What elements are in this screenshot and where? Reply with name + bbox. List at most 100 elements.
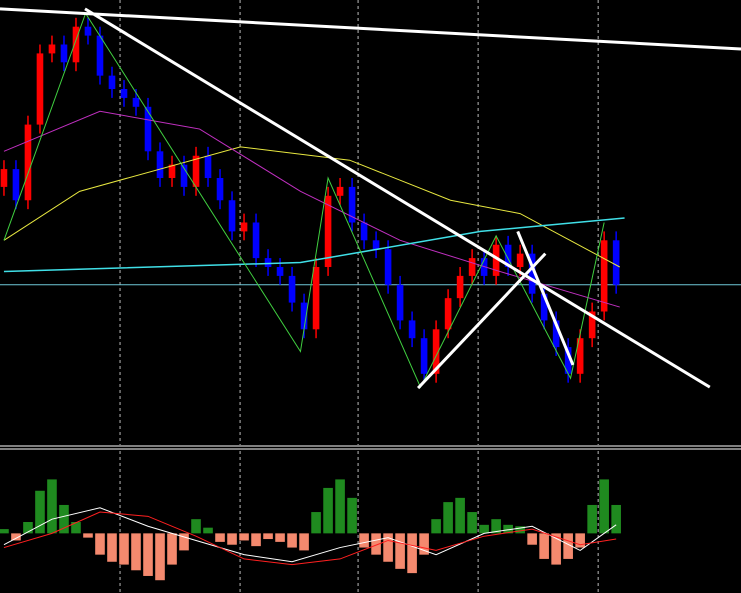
indicator-line <box>3 146 620 268</box>
candle-body <box>156 151 164 178</box>
histogram-bar <box>575 533 585 548</box>
candle-body <box>168 164 176 178</box>
histogram-bar <box>611 504 621 534</box>
candle-body <box>264 258 272 267</box>
candle-body <box>492 244 500 276</box>
candle-body <box>600 240 608 312</box>
candle-body <box>384 249 392 285</box>
candle-body <box>24 124 32 201</box>
candle-body <box>528 253 536 294</box>
candle-body <box>120 89 128 98</box>
histogram-bar <box>227 533 237 545</box>
histogram-bar <box>47 479 57 534</box>
candle-body <box>0 169 8 187</box>
candle-body <box>312 267 320 330</box>
candle-body <box>132 97 140 107</box>
histogram-bar <box>503 524 513 534</box>
candle-body <box>444 298 452 330</box>
histogram-bar <box>251 533 261 547</box>
candle-body <box>372 240 380 250</box>
histogram-bar <box>539 533 549 559</box>
histogram-bar <box>0 529 9 534</box>
candle-body <box>408 320 416 339</box>
candle-body <box>240 222 248 232</box>
candle-body <box>468 258 476 276</box>
candle-body <box>360 222 368 241</box>
histogram-bar <box>11 533 21 541</box>
histogram-bar <box>527 533 537 545</box>
histogram-bar <box>263 533 273 540</box>
candle-body <box>96 35 104 76</box>
histogram-bar <box>275 533 285 542</box>
indicator-line <box>3 217 625 273</box>
histogram-bar <box>323 487 333 534</box>
histogram-bar <box>239 533 249 541</box>
histogram-bar <box>455 497 465 534</box>
candle-body <box>36 53 44 125</box>
histogram-bar <box>551 533 561 565</box>
histogram-bar <box>299 533 309 551</box>
histogram-bar <box>479 524 489 534</box>
histogram-bar <box>59 504 69 534</box>
candle-body <box>540 293 548 321</box>
candle-body <box>612 240 620 285</box>
candle-body <box>72 26 80 63</box>
histogram-bar <box>443 502 453 534</box>
candle-body <box>300 302 308 330</box>
histogram-bar <box>95 533 105 555</box>
histogram-bar <box>119 533 129 565</box>
indicator-line <box>0 7 741 51</box>
histogram-bar <box>179 533 189 551</box>
histogram-bar <box>83 533 93 538</box>
candle-body <box>276 267 284 276</box>
histogram-bar <box>155 533 165 581</box>
histogram-bar <box>71 522 81 534</box>
histogram-bar <box>335 479 345 534</box>
histogram-bar <box>491 519 501 534</box>
candle-body <box>396 284 404 321</box>
histogram-bar <box>191 519 201 534</box>
candle-body <box>432 329 440 374</box>
histogram-bar <box>371 533 381 555</box>
candle-body <box>204 155 212 178</box>
candle-body <box>228 200 236 232</box>
histogram-bar <box>131 533 141 571</box>
candle-body <box>564 347 572 374</box>
indicator-line <box>516 230 575 366</box>
candle-body <box>192 155 200 187</box>
candle-body <box>336 186 344 196</box>
histogram-bar <box>419 533 429 555</box>
candle-body <box>288 275 296 303</box>
candle-body <box>504 244 512 267</box>
indicator-line <box>417 252 547 390</box>
indicator-line <box>3 12 605 389</box>
histogram-bar <box>359 533 369 548</box>
histogram-bar <box>167 533 177 565</box>
histogram-bar <box>23 522 33 534</box>
candle-body <box>456 275 464 299</box>
candle-body <box>12 169 20 201</box>
candle-body <box>252 222 260 259</box>
histogram-bar <box>395 533 405 569</box>
candle-body <box>324 195 332 267</box>
candle-body <box>84 26 92 36</box>
histogram-bar <box>143 533 153 576</box>
histogram-bar <box>587 504 597 534</box>
histogram-bar <box>431 519 441 534</box>
candle-body <box>420 338 428 374</box>
candle-body <box>48 44 56 54</box>
indicator-line <box>3 511 617 566</box>
indicator-line <box>84 7 711 389</box>
candle-body <box>552 320 560 348</box>
histogram-bar <box>311 512 321 534</box>
histogram-bar <box>203 527 213 534</box>
histogram-bar <box>515 526 525 534</box>
candle-body <box>180 164 188 187</box>
candle-body <box>576 338 584 374</box>
candle-body <box>216 178 224 201</box>
histogram-bar <box>215 533 225 542</box>
indicator-line <box>3 110 620 308</box>
candle-body <box>348 186 356 223</box>
histogram-bar <box>35 490 45 534</box>
